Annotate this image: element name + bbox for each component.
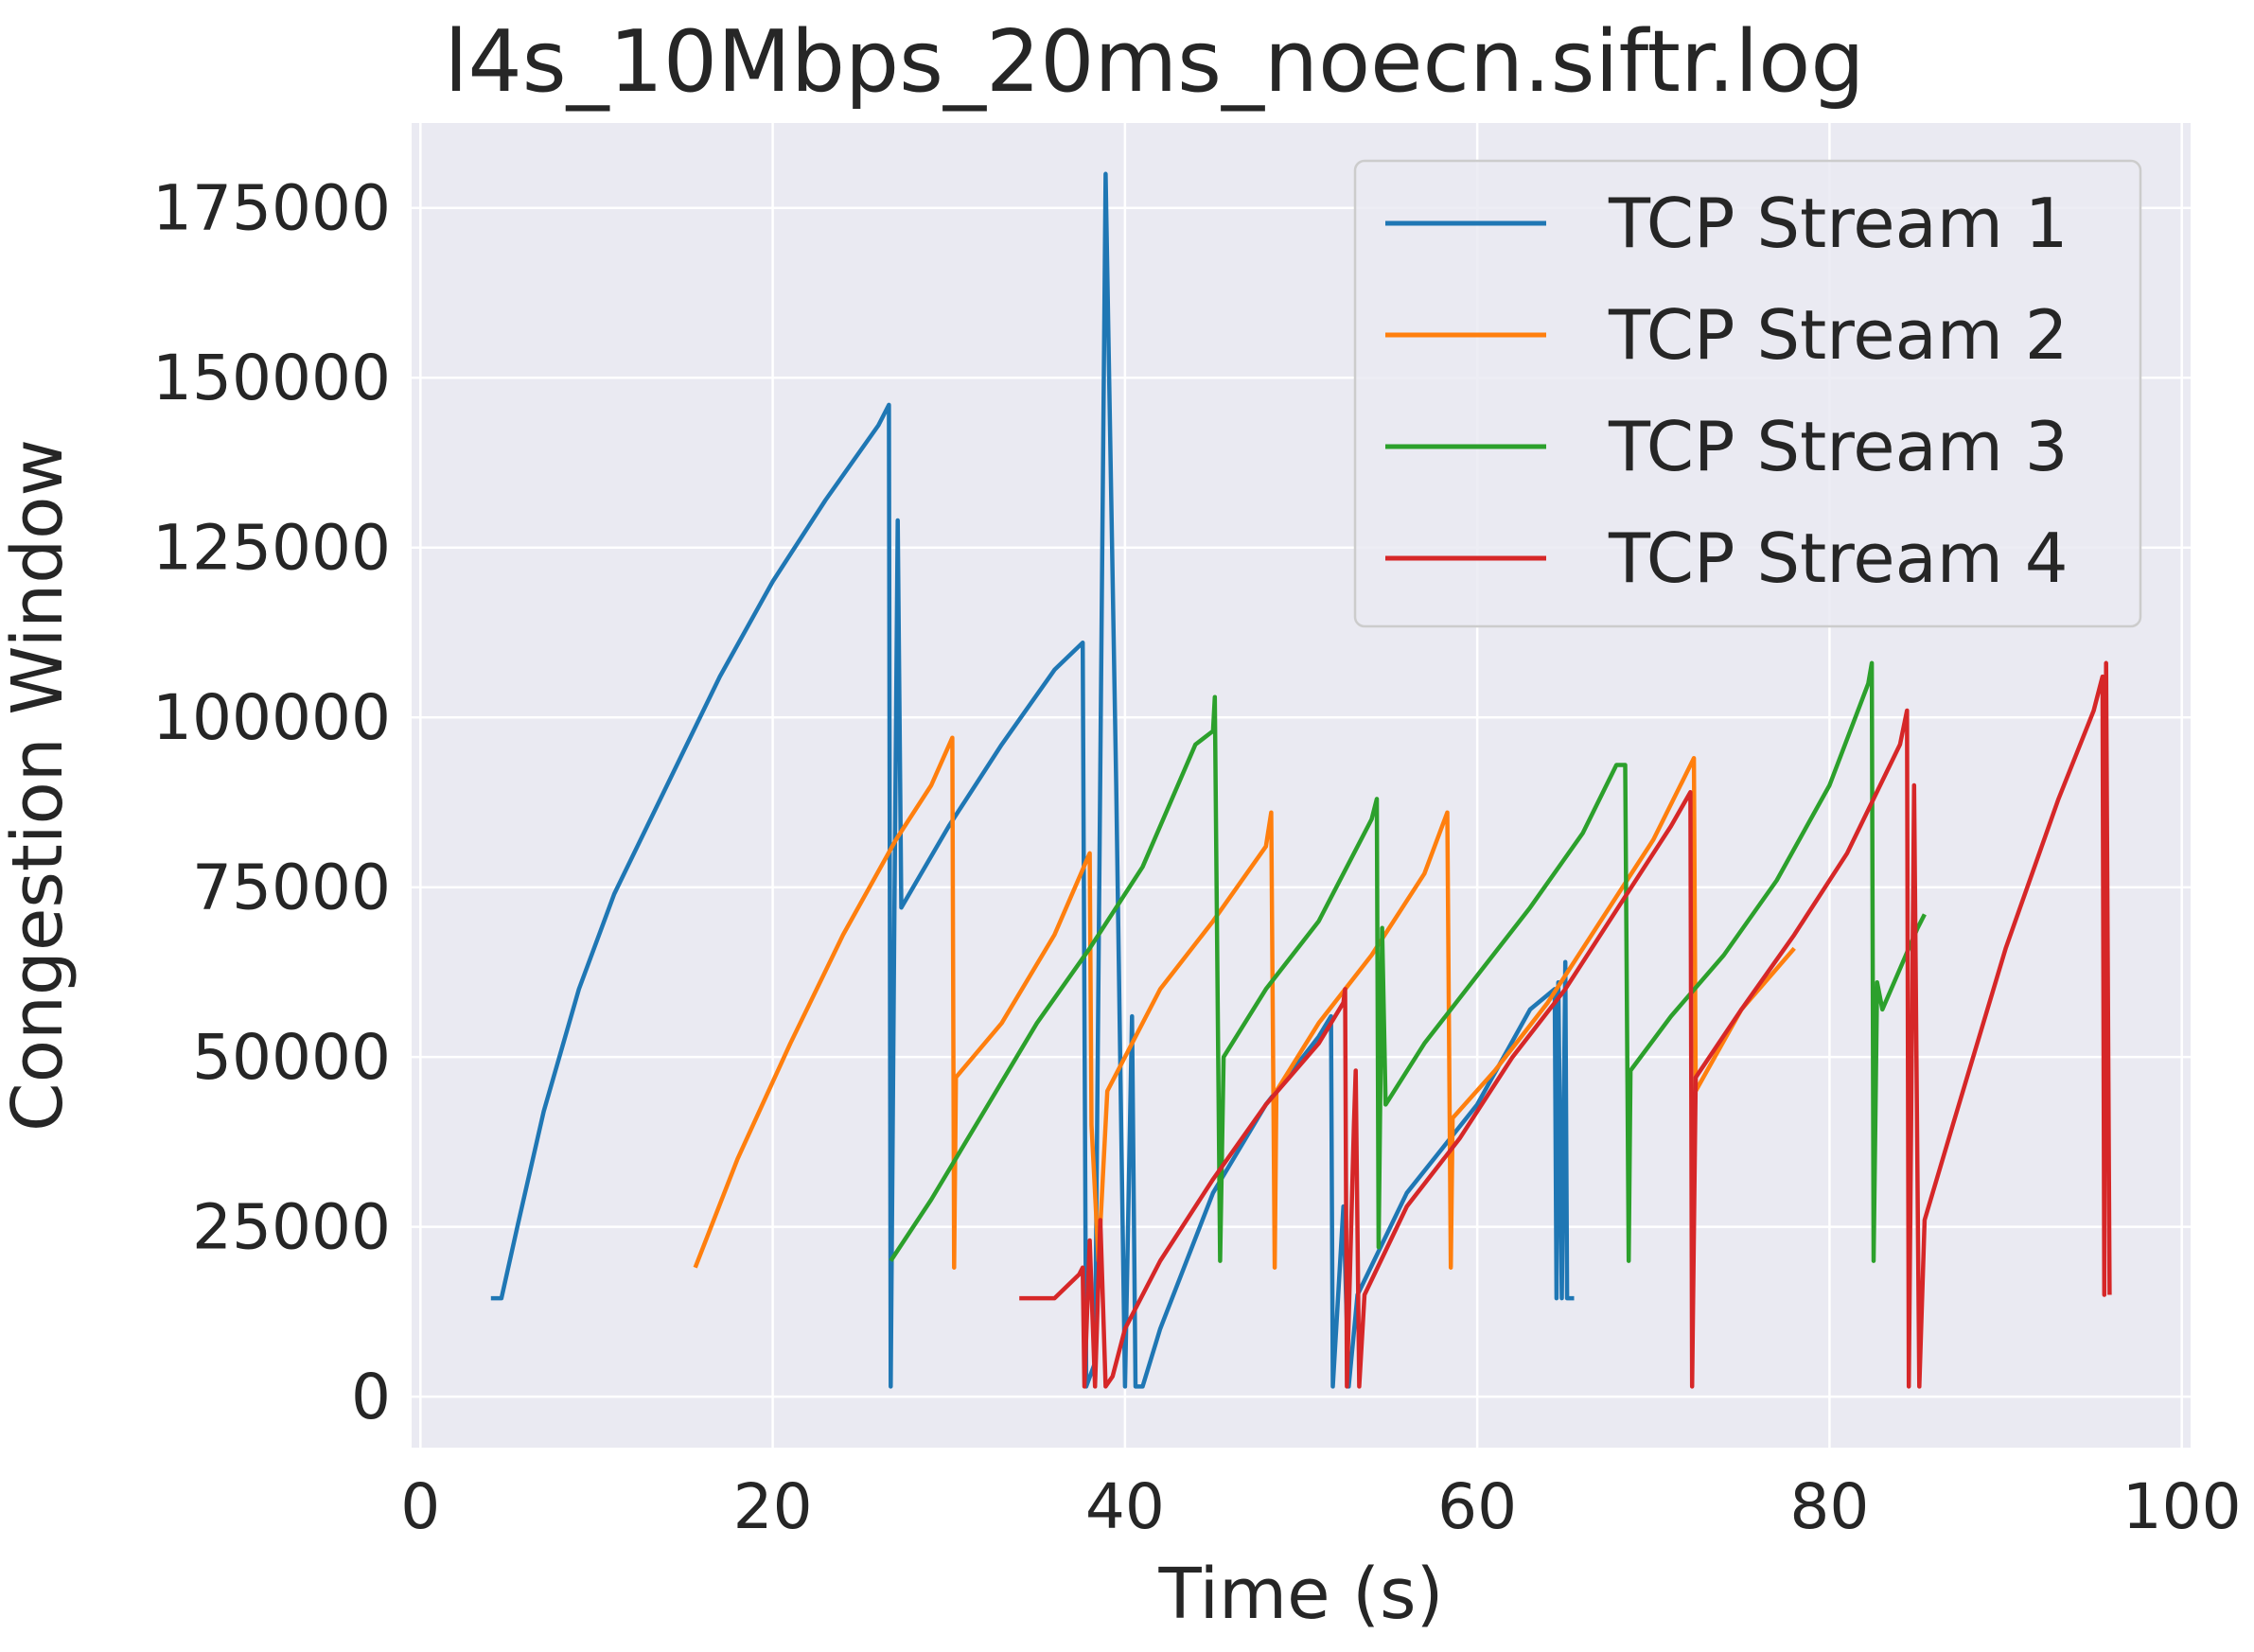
y-axis-ticks: 0 25000 50000 75000 100000 125000 150000 175000 <box>152 172 391 1433</box>
x-tick-label: 80 <box>1789 1470 1869 1543</box>
legend-label: TCP Stream 2 <box>1608 295 2069 375</box>
y-tick-label: 0 <box>351 1361 391 1433</box>
y-tick-label: 175000 <box>152 172 391 245</box>
y-tick-label: 25000 <box>192 1191 391 1264</box>
x-tick-label: 0 <box>400 1470 440 1543</box>
legend-label: TCP Stream 1 <box>1608 184 2069 263</box>
y-tick-label: 150000 <box>152 342 391 414</box>
x-tick-label: 60 <box>1437 1470 1517 1543</box>
y-tick-label: 75000 <box>192 852 391 924</box>
x-tick-label: 100 <box>2122 1470 2242 1543</box>
x-tick-label: 40 <box>1085 1470 1165 1543</box>
series-line-4 <box>1019 660 2112 1389</box>
legend-box <box>1353 159 2142 628</box>
chart-title: l4s_10Mbps_20ms_noecn.siftr.log <box>445 12 1865 112</box>
x-axis-ticks: 0 20 40 60 80 100 <box>400 1470 2241 1543</box>
y-tick-label: 100000 <box>152 681 391 754</box>
legend-label: TCP Stream 4 <box>1608 518 2069 598</box>
y-tick-label: 50000 <box>192 1021 391 1094</box>
x-tick-label: 20 <box>733 1470 813 1543</box>
y-tick-label: 125000 <box>152 512 391 585</box>
y-axis-label: Congestion Window <box>0 439 79 1132</box>
x-axis-label: Time (s) <box>1158 1554 1444 1635</box>
series-lines <box>490 171 2112 1389</box>
series-line-3 <box>889 660 1927 1263</box>
legend: TCP Stream 1 TCP Stream 2 TCP Stream 3 TCP … <box>1353 159 2142 628</box>
legend-label: TCP Stream 3 <box>1608 407 2069 486</box>
grid-lines <box>412 123 2191 1448</box>
series-line-2 <box>693 735 1796 1270</box>
